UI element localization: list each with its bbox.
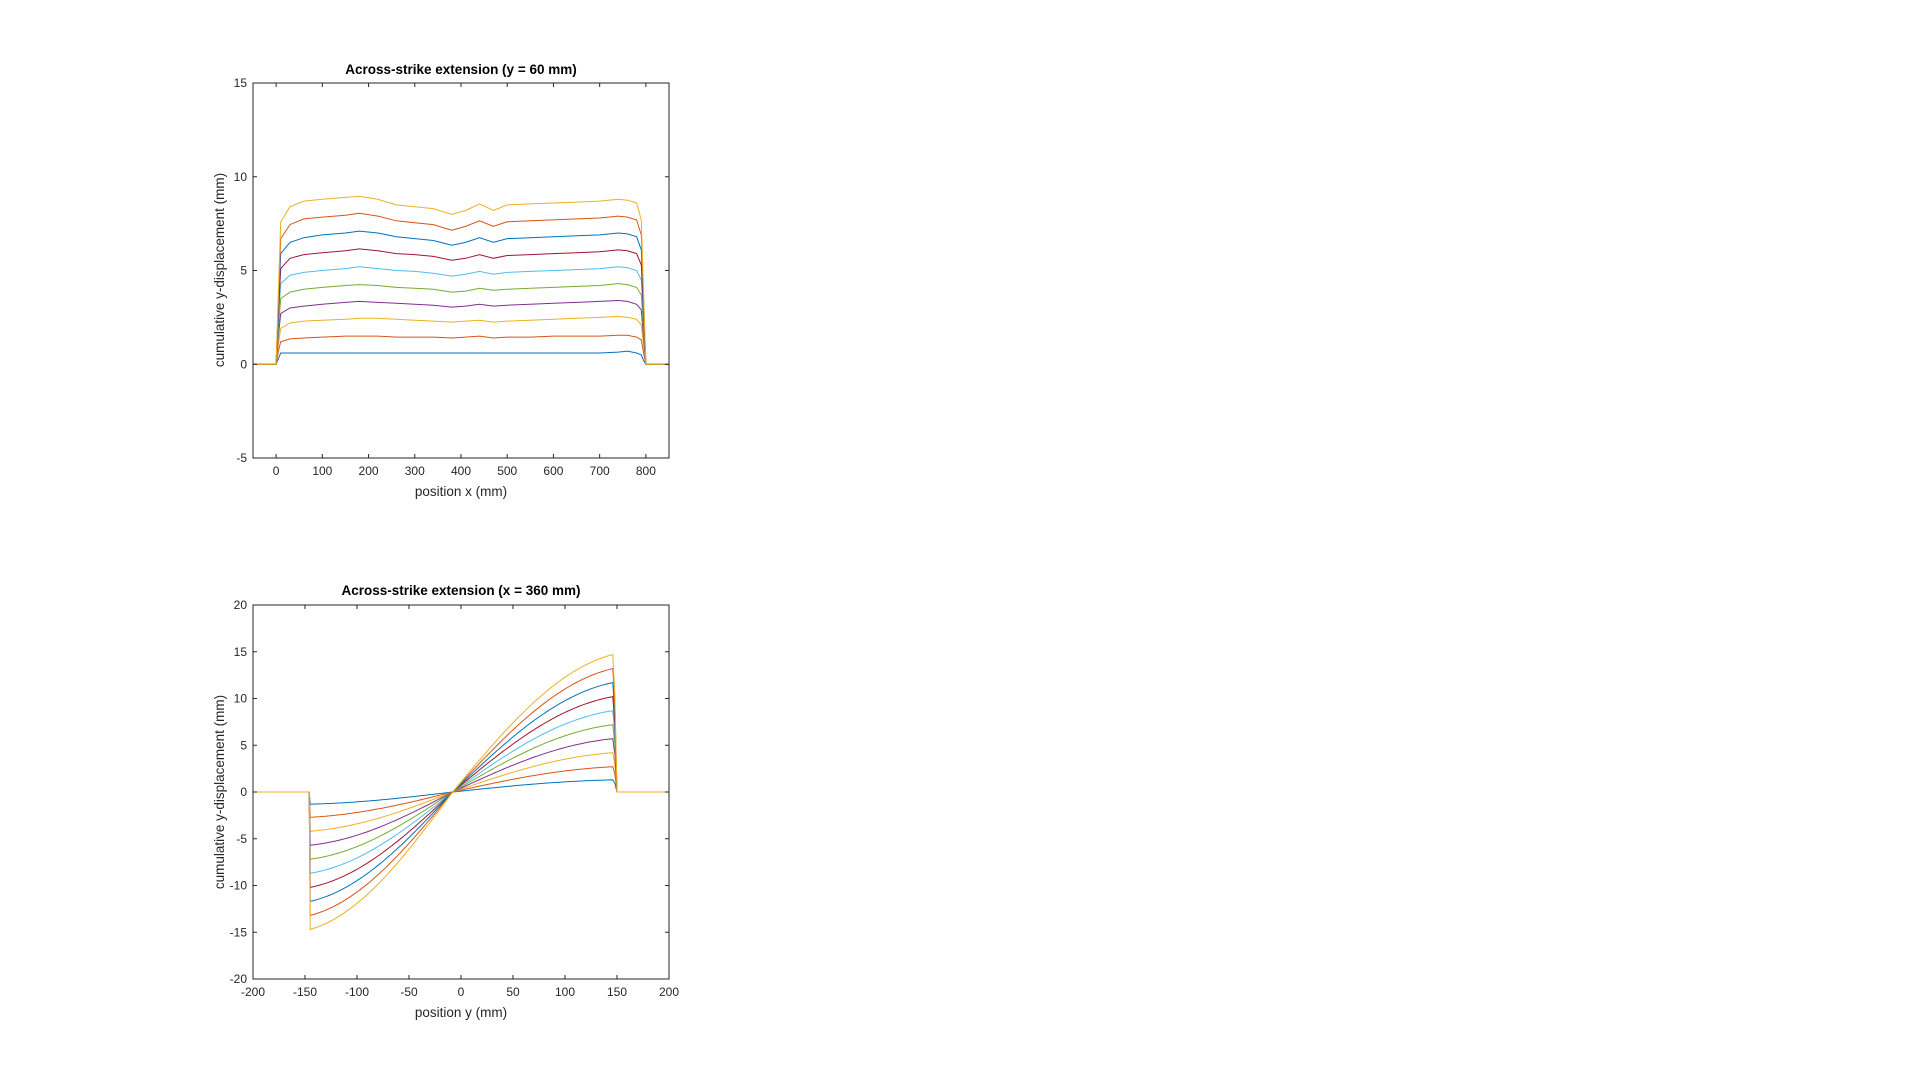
plot-area-top	[253, 195, 669, 365]
x-tick-label: 400	[451, 464, 471, 478]
y-tick-label: -5	[236, 451, 247, 465]
y-tick-label: -20	[230, 972, 248, 986]
x-tick-label: 600	[543, 464, 563, 478]
x-tick-label: -100	[345, 985, 369, 999]
series-line-8	[253, 230, 669, 365]
series-line-4	[253, 299, 669, 365]
x-tick-label: 100	[312, 464, 332, 478]
series-line-5	[253, 724, 669, 860]
y-tick-label: 10	[234, 170, 248, 184]
ticks-bottom: -200 -150 -100 -50 0 50 100 150 200-20-15-10-505…	[230, 598, 680, 999]
x-tick-label: 200	[659, 985, 679, 999]
series-line-4	[253, 738, 669, 846]
y-tick-label: -15	[230, 925, 248, 939]
x-tick-label: 800	[636, 464, 656, 478]
x-tick-label: 0	[273, 464, 280, 478]
x-tick-label: -50	[400, 985, 418, 999]
subplot-top: Across-strike extension (y = 60 mm) 0 100…	[212, 62, 670, 499]
chart-title-bottom: Across-strike extension (x = 360 mm)	[342, 583, 581, 598]
chart-title-top: Across-strike extension (y = 60 mm)	[345, 62, 576, 77]
series-line-2	[253, 766, 669, 818]
x-tick-label: 700	[590, 464, 610, 478]
series-line-3	[253, 752, 669, 832]
x-tick-label: 50	[506, 985, 520, 999]
series-line-9	[253, 667, 669, 917]
x-axis-label-bottom: position y (mm)	[415, 1005, 507, 1020]
axes-box-bottom	[252, 604, 670, 980]
y-tick-label: 0	[240, 357, 247, 371]
x-tick-label: 500	[497, 464, 517, 478]
y-tick-label: 5	[240, 264, 247, 278]
ticks-top: 0 100 200 300 400 500 600 700 800 -5 0 5 10 15	[234, 76, 669, 478]
y-tick-label: 5	[240, 738, 247, 752]
x-tick-label: 300	[405, 464, 425, 478]
series-line-5	[253, 283, 669, 365]
axes-box-top	[252, 82, 670, 459]
y-tick-label: 10	[234, 692, 248, 706]
y-tick-label: 20	[234, 598, 248, 612]
y-axis-label-top: cumulative y-displacement (mm)	[212, 173, 227, 367]
series-line-3	[253, 315, 669, 365]
x-tick-label: 0	[458, 985, 465, 999]
y-tick-label: 0	[240, 785, 247, 799]
x-tick-label: 150	[607, 985, 627, 999]
plot-area-bottom	[253, 653, 669, 931]
x-tick-label: -200	[241, 985, 265, 999]
series-line-10	[253, 653, 669, 931]
subplot-bottom: Across-strike extension (x = 360 mm) -20…	[212, 583, 679, 1020]
series-line-2	[253, 334, 669, 365]
y-tick-label: -10	[230, 879, 248, 893]
series-line-7	[253, 248, 669, 365]
x-axis-label-top: position x (mm)	[415, 484, 507, 499]
series-line-1	[253, 350, 669, 365]
series-line-6	[253, 266, 669, 365]
x-tick-label: -150	[293, 985, 317, 999]
series-line-7	[253, 696, 669, 889]
y-tick-label: 15	[234, 645, 248, 659]
series-line-10	[253, 195, 669, 365]
x-tick-label: 100	[555, 985, 575, 999]
series-line-1	[253, 779, 669, 805]
y-tick-label: -5	[236, 832, 247, 846]
series-line-9	[253, 212, 669, 365]
y-axis-label-bottom: cumulative y-displacement (mm)	[212, 695, 227, 889]
y-tick-label: 15	[234, 76, 248, 90]
x-tick-label: 200	[359, 464, 379, 478]
series-line-6	[253, 710, 669, 874]
series-line-8	[253, 681, 669, 903]
